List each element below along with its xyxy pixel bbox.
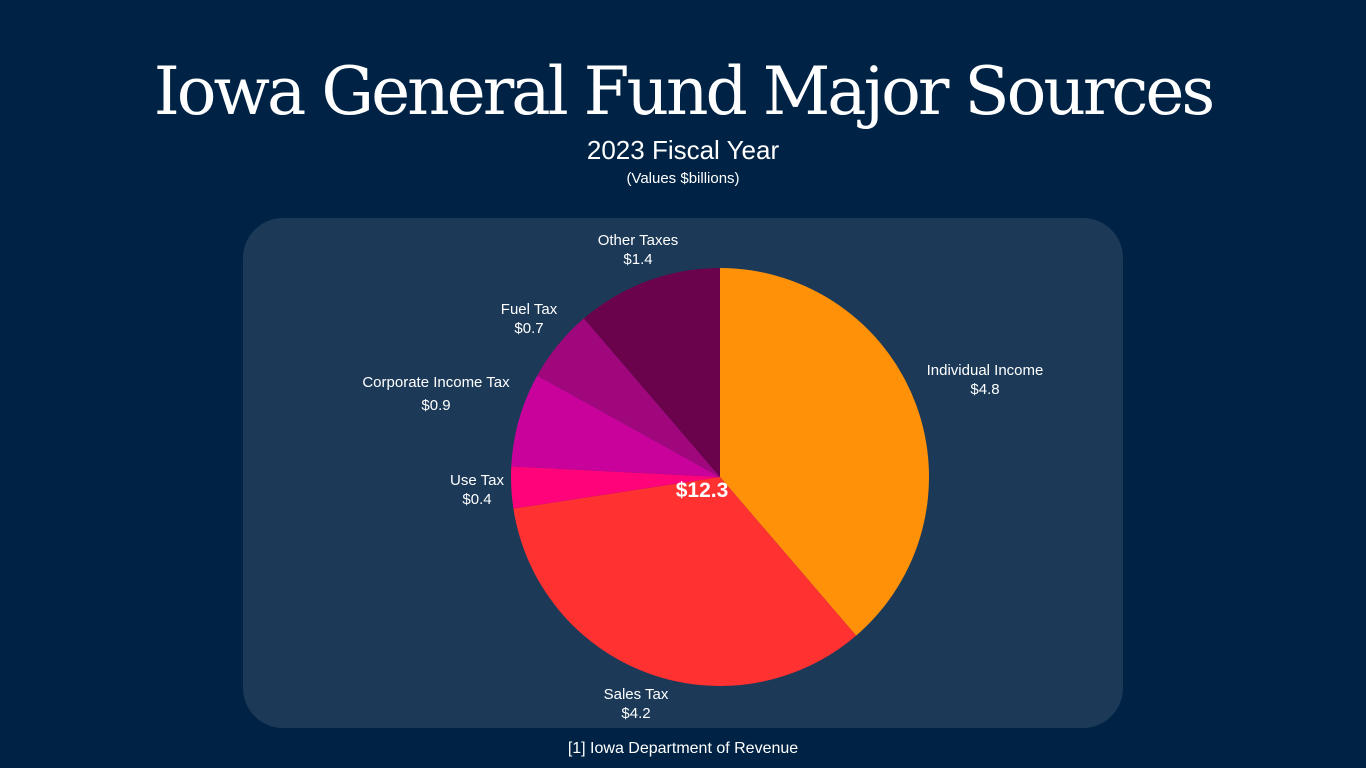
pie-slice-corporate-income-tax — [511, 375, 720, 477]
chart-subtitle: 2023 Fiscal Year — [586, 135, 780, 165]
pie-slice-fuel-tax — [537, 318, 720, 477]
units-note: (Values $billions) — [626, 170, 740, 187]
pie-chart: Individual Income $4.8 Sales Tax $4.2 Use Ta… — [362, 232, 1044, 722]
source-citation: [1] Iowa Department of Revenue — [567, 740, 799, 757]
slice-label: Other Taxes — [598, 232, 679, 249]
chart-title: Iowa General Fund Major Sources — [153, 53, 1216, 130]
slice-value-label: $0.7 — [514, 320, 543, 337]
slice-label: Corporate Income Tax — [362, 374, 510, 391]
slice-value-label: $0.9 — [421, 397, 450, 414]
pie-slice-other-taxes — [583, 268, 720, 477]
pie-slice-individual-income — [720, 268, 930, 636]
slice-label: Use Tax — [450, 472, 504, 489]
slice-value-label: $1.4 — [623, 251, 652, 268]
pie-slice-use-tax — [511, 466, 720, 509]
pie-slice-sales-tax — [513, 477, 857, 687]
slice-label: Fuel Tax — [501, 301, 558, 318]
slice-value-label: $0.4 — [462, 491, 491, 508]
pie-total-label: $12.3 — [676, 479, 729, 502]
slice-label: Individual Income — [927, 362, 1044, 379]
slice-value-label: $4.2 — [621, 705, 650, 722]
slice-label: Sales Tax — [604, 686, 669, 703]
chart-panel: Individual Income $4.8 Sales Tax $4.2 Use Ta… — [243, 218, 1123, 728]
slice-value-label: $4.8 — [970, 381, 999, 398]
